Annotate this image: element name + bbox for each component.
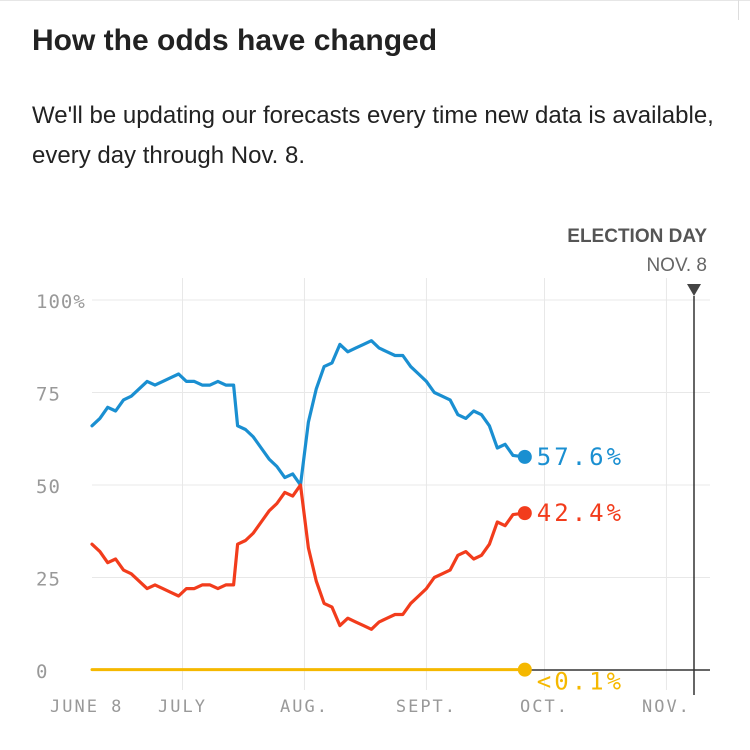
election-day-label: ELECTION DAY — [567, 226, 707, 247]
down-triangle-icon — [687, 284, 701, 296]
x-tick-label: AUG. — [280, 697, 329, 717]
x-tick-label: SEPT. — [396, 697, 457, 717]
series-end-dot — [517, 662, 532, 677]
series-end-dot — [517, 449, 532, 464]
end-labels: 57.6% 42.4% <0.1% — [537, 443, 624, 696]
top-rule — [0, 0, 750, 1]
x-tick-label: JUNE 8 — [50, 697, 123, 717]
chart-subtitle: We'll be updating our forecasts every ti… — [32, 102, 714, 169]
series-end-dot — [517, 506, 532, 521]
x-tick-label: JULY — [158, 697, 207, 717]
series-end-label: <0.1% — [537, 668, 624, 696]
series-end-label: 42.4% — [537, 499, 624, 527]
x-tick-label: NOV. — [642, 697, 691, 717]
y-tick-label: 50 — [36, 476, 61, 498]
chart-title: How the odds have changed — [32, 24, 438, 57]
series-line — [90, 483, 527, 631]
top-rule-edge — [738, 0, 739, 20]
y-tick-label: 0 — [36, 661, 48, 683]
series-end-label: 57.6% — [537, 443, 624, 471]
grid — [92, 278, 710, 690]
y-tick-label: 100% — [36, 291, 86, 313]
x-tick-label: OCT. — [520, 697, 569, 717]
y-tick-label: 25 — [36, 569, 61, 591]
y-tick-label: 75 — [36, 384, 61, 406]
election-day-date: NOV. 8 — [646, 255, 707, 276]
election-day-annotation: ELECTION DAY NOV. 8 — [567, 226, 707, 695]
series-line — [90, 339, 527, 487]
series-lines — [90, 339, 532, 677]
